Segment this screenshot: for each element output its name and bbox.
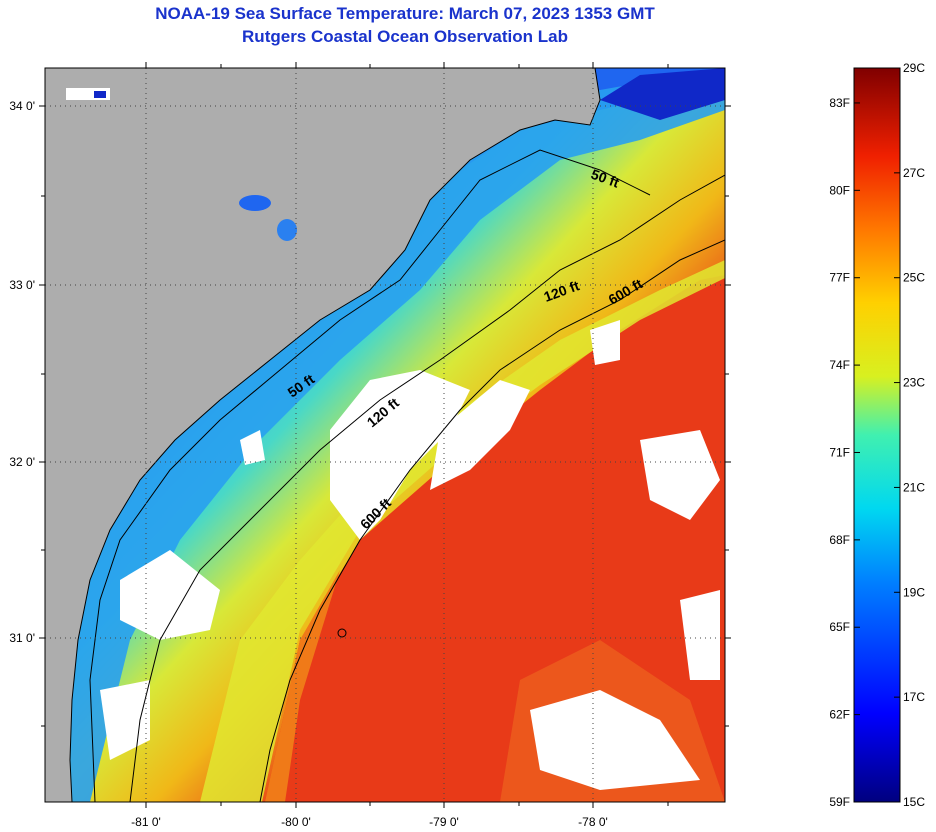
- fahrenheit-label: 62F: [829, 708, 850, 722]
- lon-label: -79 0': [429, 815, 459, 829]
- celsius-label: 29C: [903, 61, 925, 75]
- celsius-label: 27C: [903, 166, 925, 180]
- land-mass: [45, 68, 600, 802]
- lat-label: 34 0': [9, 99, 35, 113]
- fahrenheit-label: 59F: [829, 795, 850, 809]
- celsius-label: 19C: [903, 585, 925, 599]
- colorbar-gradient: [853, 67, 901, 803]
- lat-label: 32 0': [9, 455, 35, 469]
- map-frame: [44, 67, 726, 803]
- fahrenheit-label: 68F: [829, 533, 850, 547]
- map-title: NOAA-19 Sea Surface Temperature: March 0…: [155, 4, 655, 23]
- celsius-label: 25C: [903, 271, 925, 285]
- fahrenheit-label: 71F: [829, 445, 850, 459]
- celsius-label: 21C: [903, 480, 925, 494]
- map-subtitle: Rutgers Coastal Ocean Observation Lab: [242, 27, 568, 46]
- contour-600ft: [259, 239, 725, 802]
- celsius-label: 15C: [903, 795, 925, 809]
- fahrenheit-label: 74F: [829, 358, 850, 372]
- coastline: [69, 68, 601, 802]
- lat-label: 33 0': [9, 278, 35, 292]
- contour-120ft: [129, 174, 725, 802]
- fahrenheit-label: 80F: [829, 183, 850, 197]
- lon-label: -78 0': [578, 815, 608, 829]
- contour-50ft: [89, 149, 651, 802]
- lat-label: 31 0': [9, 631, 35, 645]
- graticule: [45, 68, 725, 802]
- lon-label: -81 0': [131, 815, 161, 829]
- lon-label: -80 0': [281, 815, 311, 829]
- fahrenheit-label: 65F: [829, 620, 850, 634]
- fahrenheit-label: 77F: [829, 271, 850, 285]
- fahrenheit-label: 83F: [829, 96, 850, 110]
- celsius-label: 23C: [903, 376, 925, 390]
- celsius-label: 17C: [903, 690, 925, 704]
